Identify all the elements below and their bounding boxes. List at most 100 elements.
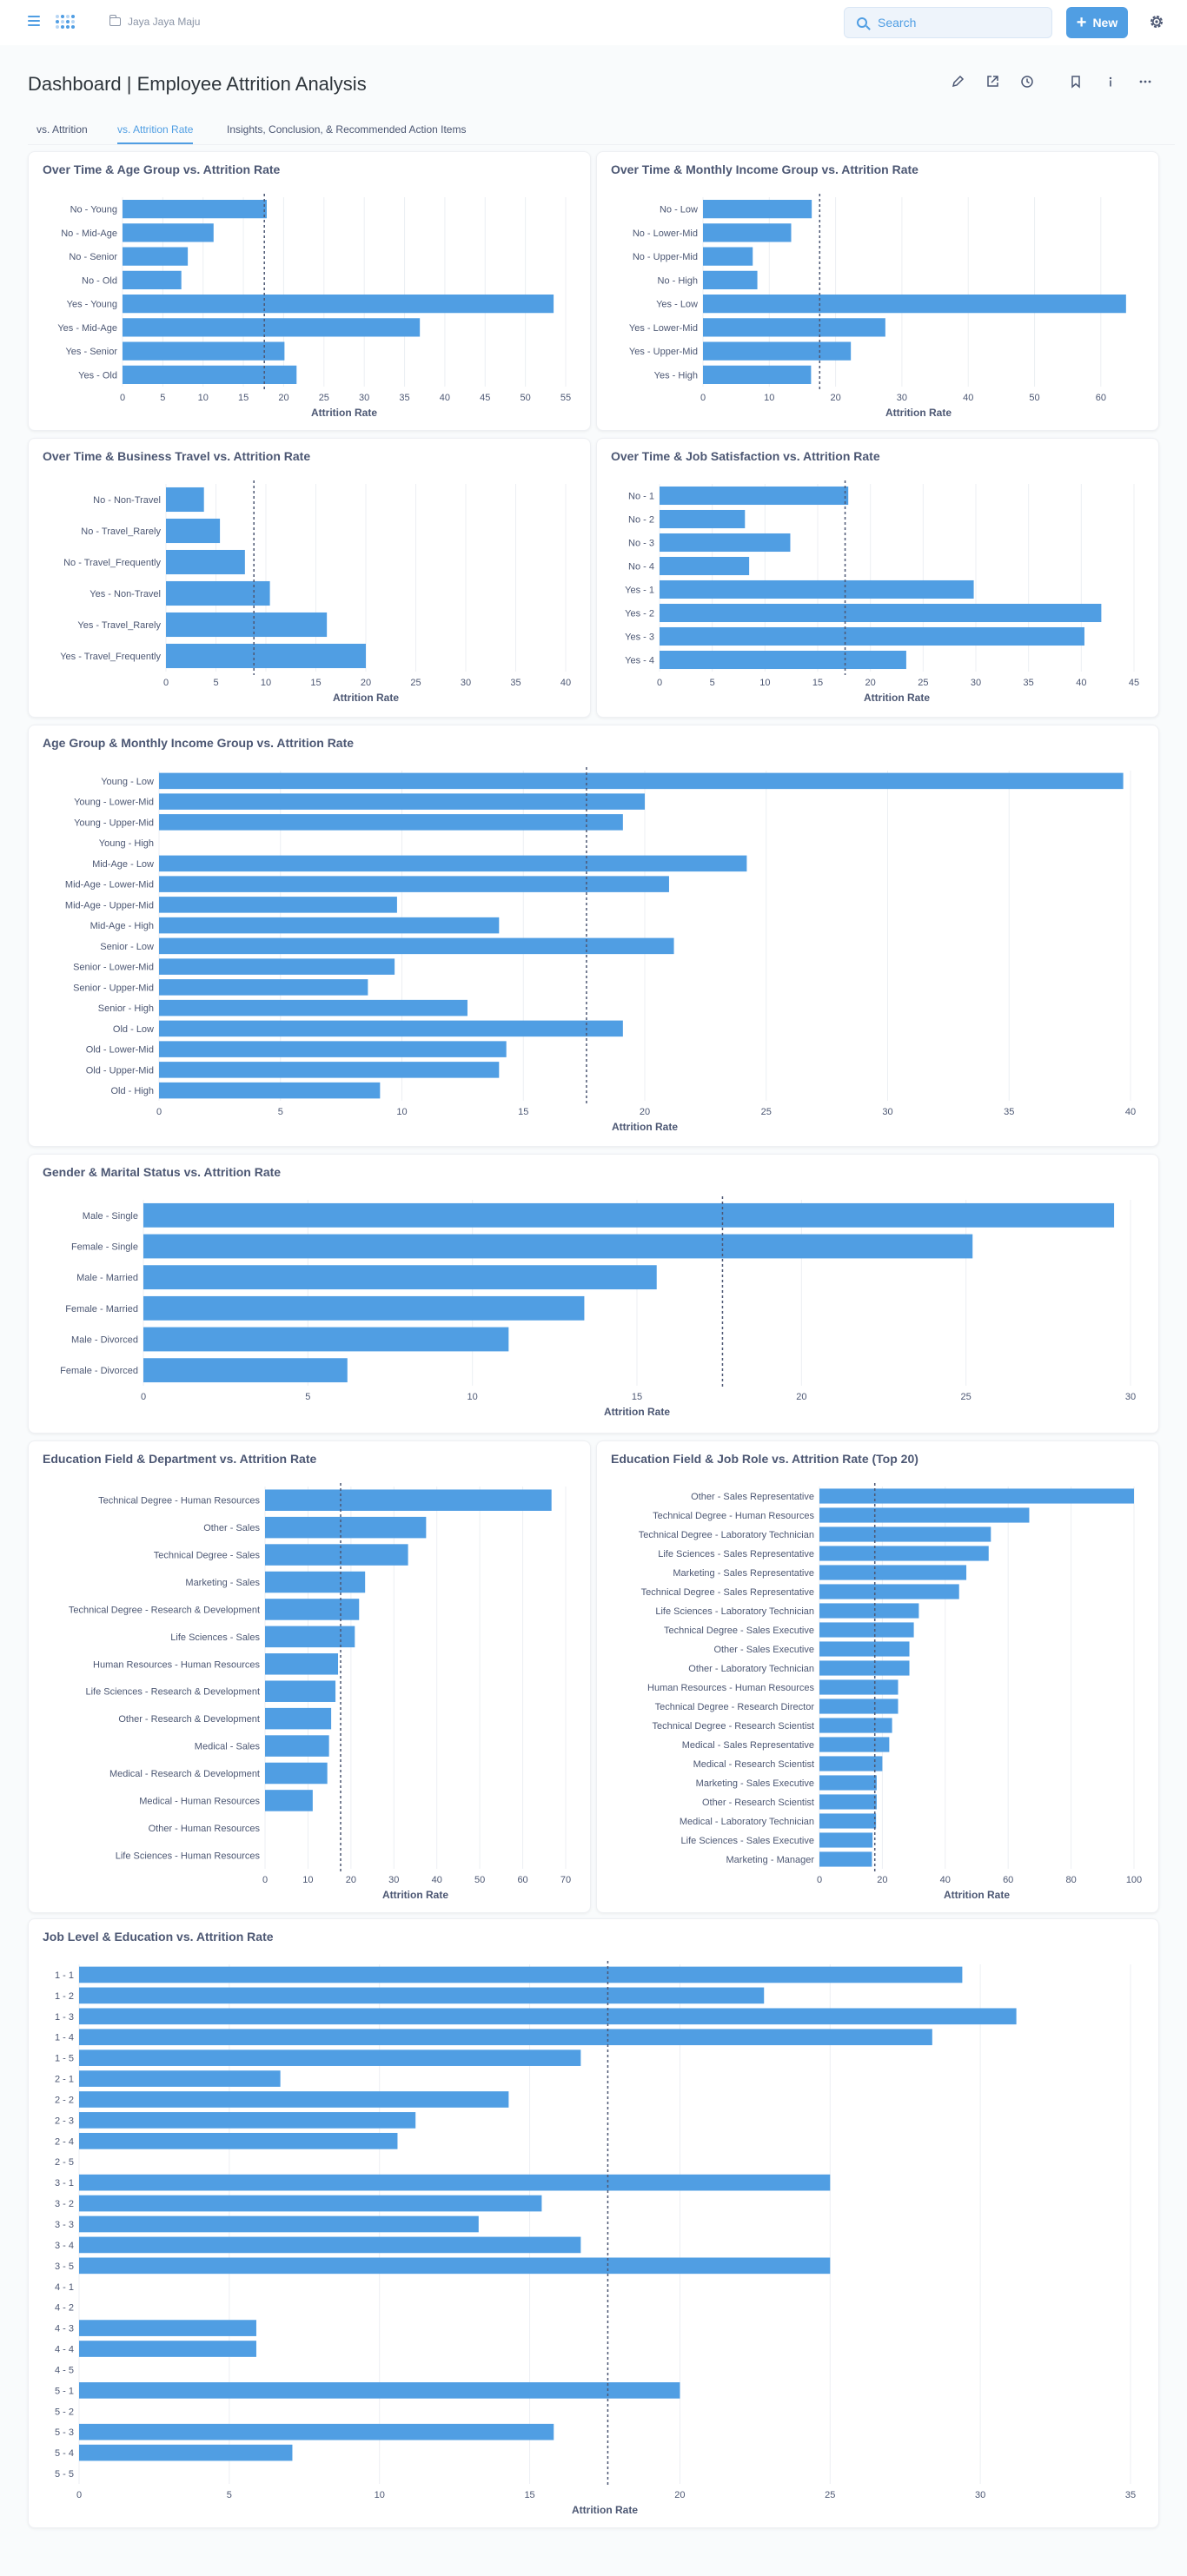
bookmark-icon[interactable] xyxy=(1067,73,1084,90)
card-overtime-income[interactable]: Over Time & Monthly Income Group vs. Att… xyxy=(596,151,1159,431)
x-tick-label: 20 xyxy=(877,1875,887,1885)
bar xyxy=(819,1794,877,1810)
bar xyxy=(79,2008,1017,2025)
category-label: No - Lower-Mid xyxy=(633,228,698,239)
category-label: 4 - 5 xyxy=(55,2365,74,2375)
bar xyxy=(159,814,623,831)
card-title: Education Field & Job Role vs. Attrition… xyxy=(611,1452,918,1466)
bar xyxy=(79,1987,765,2004)
card-overtime-agegroup[interactable]: Over Time & Age Group vs. Attrition Rate… xyxy=(28,151,591,431)
category-label: Old - High xyxy=(110,1086,154,1096)
bar xyxy=(123,247,189,266)
search-input[interactable]: Search xyxy=(844,7,1052,38)
gear-icon[interactable] xyxy=(1149,14,1164,30)
x-tick-label: 35 xyxy=(1004,1107,1014,1117)
bar xyxy=(79,2112,416,2129)
x-tick-label: 30 xyxy=(971,678,981,688)
search-placeholder: Search xyxy=(878,16,917,30)
category-label: Life Sciences - Human Resources xyxy=(116,1851,261,1861)
x-tick-label: 0 xyxy=(817,1875,822,1885)
x-tick-label: 50 xyxy=(1029,393,1039,403)
card-edufield-dept[interactable]: Education Field & Department vs. Attriti… xyxy=(28,1440,591,1913)
bar xyxy=(143,1202,1115,1228)
chart-edufield-jobrole: 0 20 40 60 80 100 Other - Sales Representative… xyxy=(639,1483,1142,1901)
x-tick-label: 40 xyxy=(1076,678,1086,688)
chart-agegroup-income: 0 5 10 15 20 25 30 35 40 Young - Low Young - Lower… xyxy=(65,767,1136,1133)
card-joblevel-education[interactable]: Job Level & Education vs. Attrition Rate… xyxy=(28,1918,1159,2528)
card-overtime-travel[interactable]: Over Time & Business Travel vs. Attritio… xyxy=(28,438,591,718)
bar xyxy=(660,603,1102,623)
category-label: No - 4 xyxy=(628,562,654,573)
new-button[interactable]: + New xyxy=(1066,7,1128,38)
bar xyxy=(79,1966,963,1983)
bar xyxy=(660,626,1084,646)
category-label: Life Sciences - Sales xyxy=(170,1632,260,1643)
bar xyxy=(819,1737,890,1752)
tab-vs-attrition-rate[interactable]: vs. Attrition Rate xyxy=(117,122,194,144)
card-edufield-jobrole[interactable]: Education Field & Job Role vs. Attrition… xyxy=(596,1440,1159,1913)
bar xyxy=(819,1660,910,1676)
tab-vs-attrition[interactable]: vs. Attrition xyxy=(36,123,88,136)
tab-insights[interactable]: Insights, Conclusion, & Recommended Acti… xyxy=(227,123,467,136)
bar xyxy=(819,1546,989,1561)
x-tick-label: 0 xyxy=(141,1392,146,1402)
card-agegroup-income[interactable]: Age Group & Monthly Income Group vs. Att… xyxy=(28,725,1159,1147)
bar xyxy=(143,1295,585,1321)
bar xyxy=(819,1526,991,1542)
x-tick-label: 30 xyxy=(882,1107,892,1117)
bar xyxy=(265,1680,336,1702)
category-label: 3 - 3 xyxy=(55,2220,74,2230)
category-label: Mid-Age - High xyxy=(90,921,154,931)
card-overtime-jobsat[interactable]: Over Time & Job Satisfaction vs. Attriti… xyxy=(596,438,1159,718)
bar xyxy=(819,1622,914,1638)
bar xyxy=(265,1653,339,1675)
category-label: No - 3 xyxy=(628,539,654,549)
category-label: Other - Research & Development xyxy=(118,1714,260,1725)
bar xyxy=(265,1516,427,1539)
metabase-logo-icon[interactable] xyxy=(54,10,76,33)
category-label: Technical Degree - Sales Representative xyxy=(641,1587,814,1598)
category-label: 5 - 4 xyxy=(55,2448,74,2459)
bar xyxy=(703,247,753,266)
x-tick-label: 10 xyxy=(302,1875,313,1885)
category-label: Yes - 3 xyxy=(625,632,654,643)
x-tick-label: 40 xyxy=(560,678,571,688)
chart-overtime-income: 0 10 20 30 40 50 60 No - Low No - Lower-Mid No - … xyxy=(629,194,1126,419)
category-label: Senior - High xyxy=(98,1003,154,1014)
category-label: 2 - 4 xyxy=(55,2136,74,2147)
category-label: Other - Sales xyxy=(203,1523,260,1533)
chart-edufield-dept: 0 10 20 30 40 50 60 70 Technical Degree - Human … xyxy=(69,1483,571,1901)
x-tick-label: 45 xyxy=(1129,678,1139,688)
category-label: Medical - Research Scientist xyxy=(693,1759,814,1770)
category-label: Young - Lower-Mid xyxy=(74,798,154,808)
x-tick-label: 60 xyxy=(517,1875,527,1885)
category-label: Yes - Mid-Age xyxy=(57,323,117,334)
edit-pencil-icon[interactable] xyxy=(949,73,966,90)
category-label: 1 - 2 xyxy=(55,1991,74,2002)
bar xyxy=(79,2423,554,2440)
category-label: 2 - 5 xyxy=(55,2157,74,2168)
category-label: Yes - Low xyxy=(656,300,698,310)
clock-icon[interactable] xyxy=(1018,73,1036,90)
card-title: Over Time & Business Travel vs. Attritio… xyxy=(43,449,311,463)
category-label: 5 - 2 xyxy=(55,2407,74,2417)
search-icon xyxy=(857,17,867,28)
bar xyxy=(159,979,368,996)
card-gender-marital[interactable]: Gender & Marital Status vs. Attrition Ra… xyxy=(28,1154,1159,1434)
category-label: 1 - 5 xyxy=(55,2054,74,2064)
x-tick-label: 25 xyxy=(961,1392,971,1402)
x-tick-label: 10 xyxy=(396,1107,407,1117)
info-icon[interactable] xyxy=(1102,73,1119,90)
x-tick-label: 50 xyxy=(474,1875,485,1885)
share-icon[interactable] xyxy=(984,73,1001,90)
x-tick-label: 0 xyxy=(163,678,169,688)
category-label: No - Upper-Mid xyxy=(633,252,698,262)
bar xyxy=(819,1718,892,1733)
bar xyxy=(265,1790,313,1811)
category-label: Yes - Travel_Rarely xyxy=(77,620,161,631)
breadcrumb[interactable]: Jaya Jaya Maju xyxy=(109,15,201,28)
breadcrumb-collection[interactable]: Jaya Jaya Maju xyxy=(128,16,201,28)
menu-icon[interactable] xyxy=(28,16,40,26)
more-options-icon[interactable] xyxy=(1137,73,1154,90)
bar xyxy=(819,1565,967,1580)
